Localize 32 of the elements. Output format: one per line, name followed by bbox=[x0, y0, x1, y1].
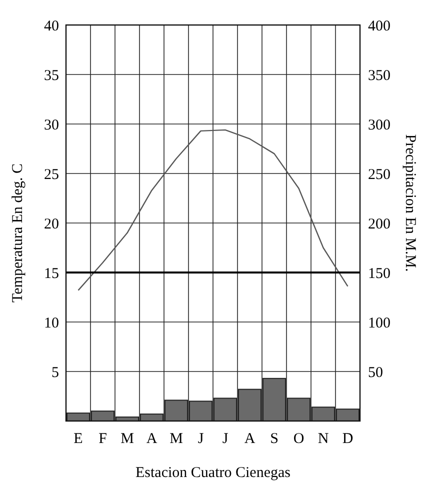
y-tick-label: 15 bbox=[44, 266, 59, 282]
x-tick-label: S bbox=[270, 431, 278, 447]
y-tick-label: 25 bbox=[44, 166, 59, 183]
y2-axis-title: Precipitacion En M.M. bbox=[402, 134, 418, 272]
x-tick-label: M bbox=[120, 431, 134, 447]
y2-tick-label: 150 bbox=[368, 266, 390, 282]
y2-tick-label: 400 bbox=[368, 18, 390, 34]
y-tick-label: 40 bbox=[44, 18, 59, 34]
x-tick-label: J bbox=[222, 431, 228, 447]
y2-tick-label: 250 bbox=[368, 166, 390, 183]
y2-tick-label: 200 bbox=[368, 216, 390, 232]
x-tick-label: M bbox=[170, 431, 183, 447]
x-tick-label: O bbox=[293, 431, 304, 447]
x-tick-label: A bbox=[244, 431, 256, 447]
x-tick-label: E bbox=[74, 431, 83, 447]
y-tick-label: 20 bbox=[44, 216, 59, 232]
x-tick-label: A bbox=[146, 431, 158, 447]
y2-tick-label: 350 bbox=[368, 68, 390, 84]
x-tick-label: N bbox=[318, 431, 329, 447]
y-axis-title: Temperatura En deg. C bbox=[10, 164, 26, 302]
y2-tick-label: 300 bbox=[368, 117, 390, 134]
y-tick-label: 35 bbox=[44, 68, 59, 84]
y2-tick-label: 50 bbox=[368, 364, 383, 381]
y-tick-label: 5 bbox=[52, 364, 59, 381]
x-tick-label: J bbox=[198, 431, 204, 447]
y-tick-label: 10 bbox=[44, 315, 59, 332]
line-series bbox=[78, 129, 348, 291]
y2-tick-label: 100 bbox=[368, 315, 390, 332]
x-tick-label: D bbox=[342, 431, 354, 447]
y-tick-label: 30 bbox=[44, 117, 59, 134]
x-tick-label: F bbox=[98, 431, 107, 447]
x-axis-title: Estacion Cuatro Cienegas bbox=[136, 465, 291, 481]
